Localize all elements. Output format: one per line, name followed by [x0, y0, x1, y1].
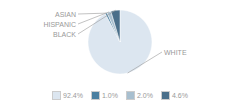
html-text:4.6%: 4.6%: [171, 92, 188, 99]
html-text:1.0%: 1.0%: [102, 92, 118, 99]
html-text:2.0%: 2.0%: [136, 92, 153, 99]
svg-text:ASIAN: ASIAN: [55, 11, 76, 18]
html-text:92.4%: 92.4%: [63, 92, 83, 99]
svg-text:HISPANIC: HISPANIC: [43, 21, 76, 28]
svg-text:WHITE: WHITE: [164, 49, 187, 56]
svg-text:BLACK: BLACK: [53, 31, 76, 38]
